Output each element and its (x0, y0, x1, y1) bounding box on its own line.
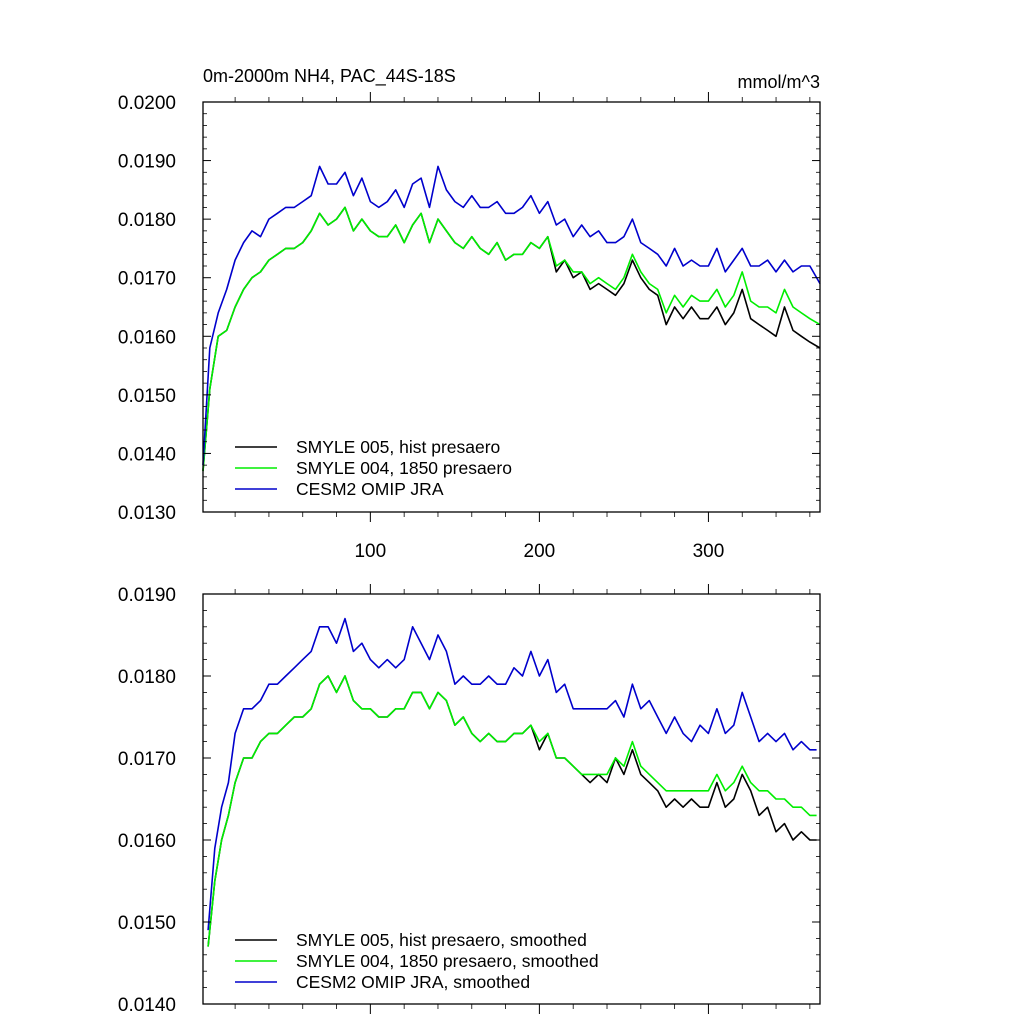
legend-label: SMYLE 005, hist presaero, smoothed (296, 930, 587, 950)
axis-ticks (203, 584, 820, 1014)
x-tick-label: 200 (524, 541, 556, 562)
y-tick-label: 0.0190 (118, 585, 176, 606)
y-tick-label: 0.0140 (118, 444, 176, 465)
y-tick-label: 0.0170 (118, 749, 176, 770)
panel-title: 0m-2000m NH4, PAC_44S-18S (203, 66, 456, 87)
x-tick-label: 300 (693, 541, 725, 562)
legend-label: SMYLE 005, hist presaero (296, 437, 500, 457)
y-tick-label: 0.0180 (118, 667, 176, 688)
legend-label: CESM2 OMIP JRA (296, 479, 444, 499)
top-panel: 0m-2000m NH4, PAC_44S-18S mmol/m^3 0.013… (118, 66, 821, 562)
legend-label: SMYLE 004, 1850 presaero, smoothed (296, 951, 599, 971)
series-layer (202, 165, 821, 472)
bottom-panel: 0.0140 0.0150 0.0160 0.0170 0.0180 0.0190 SMY… (118, 584, 821, 1016)
y-tick-label: 0.0200 (118, 93, 176, 114)
legend-label: CESM2 OMIP JRA, smoothed (296, 972, 530, 992)
y-tick-label: 0.0140 (118, 995, 176, 1016)
y-tick-label: 0.0160 (118, 831, 176, 852)
plot-frame (202, 101, 821, 513)
y-axis-tick-labels: 0.0140 0.0150 0.0160 0.0170 0.0180 0.0190 (118, 585, 176, 1016)
legend: SMYLE 005, hist presaero, smoothedSMYLE … (235, 930, 599, 992)
series-line-3 (207, 617, 817, 931)
series-line-2 (202, 206, 821, 472)
units-label: mmol/m^3 (738, 72, 820, 92)
series-layer (207, 617, 817, 947)
axis-ticks (203, 92, 820, 522)
plot-frame (202, 593, 821, 1005)
y-tick-label: 0.0190 (118, 152, 176, 173)
legend-label: SMYLE 004, 1850 presaero (296, 458, 512, 478)
x-tick-label: 100 (354, 541, 386, 562)
y-tick-label: 0.0150 (118, 913, 176, 934)
x-axis-tick-labels: 100 200 300 (354, 541, 724, 562)
y-tick-label: 0.0160 (118, 327, 176, 348)
y-tick-label: 0.0130 (118, 503, 176, 524)
series-line-2 (207, 675, 817, 947)
y-tick-label: 0.0150 (118, 386, 176, 407)
series-line-3 (202, 165, 821, 466)
y-tick-label: 0.0170 (118, 269, 176, 290)
y-axis-tick-labels: 0.0130 0.0140 0.0150 0.0160 0.0170 0.0180 0.01… (118, 93, 176, 524)
y-tick-label: 0.0180 (118, 210, 176, 231)
